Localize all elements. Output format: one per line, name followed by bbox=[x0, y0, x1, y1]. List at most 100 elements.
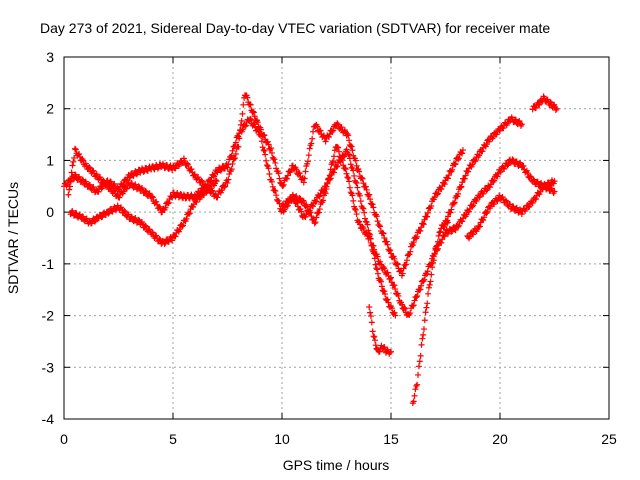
series-track-g bbox=[442, 114, 525, 225]
data-point bbox=[472, 157, 479, 164]
series-track-c bbox=[67, 177, 220, 247]
data-point bbox=[372, 261, 379, 268]
data-point bbox=[388, 348, 394, 355]
data-point bbox=[385, 299, 392, 306]
data-point bbox=[480, 190, 487, 197]
y-tick-label: 0 bbox=[46, 204, 54, 220]
data-point bbox=[400, 265, 407, 272]
data-point bbox=[317, 127, 324, 134]
data-point bbox=[473, 198, 480, 205]
x-tick-label: 20 bbox=[492, 431, 508, 447]
data-point bbox=[268, 149, 275, 156]
data-point bbox=[296, 170, 303, 177]
data-point bbox=[377, 258, 384, 265]
data-point bbox=[423, 304, 430, 311]
data-point bbox=[441, 223, 448, 230]
data-point bbox=[455, 223, 462, 230]
data-point bbox=[190, 204, 197, 211]
data-point bbox=[424, 209, 431, 216]
data-point bbox=[526, 203, 533, 210]
data-point bbox=[135, 216, 142, 223]
data-point bbox=[445, 172, 452, 179]
data-point bbox=[391, 255, 398, 262]
data-point bbox=[369, 201, 376, 208]
data-point bbox=[384, 269, 391, 276]
data-point bbox=[361, 209, 368, 216]
data-point bbox=[457, 184, 464, 191]
y-tick-label: -4 bbox=[42, 411, 55, 427]
data-point bbox=[362, 215, 369, 222]
data-point bbox=[380, 230, 387, 237]
data-point bbox=[266, 171, 273, 178]
data-point bbox=[265, 165, 272, 172]
data-point bbox=[373, 265, 380, 272]
data-point bbox=[212, 177, 219, 184]
data-point bbox=[513, 158, 520, 165]
data-point bbox=[229, 147, 236, 154]
data-point bbox=[354, 184, 361, 191]
data-point bbox=[470, 231, 477, 238]
data-point bbox=[421, 276, 428, 283]
data-point bbox=[330, 153, 337, 160]
data-point bbox=[331, 147, 338, 154]
data-point bbox=[532, 104, 539, 111]
data-point bbox=[438, 239, 445, 246]
y-tick-label: 3 bbox=[46, 49, 54, 65]
data-point bbox=[313, 214, 320, 221]
x-tick-label: 15 bbox=[383, 431, 399, 447]
data-point bbox=[250, 108, 257, 115]
data-point bbox=[224, 179, 231, 186]
data-point bbox=[301, 175, 308, 182]
data-point bbox=[413, 382, 420, 389]
data-point bbox=[369, 328, 376, 335]
data-point bbox=[305, 152, 312, 159]
data-point bbox=[428, 271, 435, 278]
data-point bbox=[387, 247, 394, 254]
data-point bbox=[452, 227, 459, 234]
data-point bbox=[126, 174, 133, 181]
data-point bbox=[428, 202, 435, 209]
data-point bbox=[176, 226, 183, 233]
data-point bbox=[67, 177, 74, 184]
data-point bbox=[279, 183, 286, 190]
data-point bbox=[465, 208, 472, 215]
data-point bbox=[262, 151, 269, 158]
data-point bbox=[509, 156, 516, 163]
data-point bbox=[476, 223, 483, 230]
data-point bbox=[165, 199, 172, 206]
data-point bbox=[247, 116, 254, 123]
data-point bbox=[455, 222, 462, 229]
data-point bbox=[388, 274, 394, 281]
data-point bbox=[401, 304, 408, 311]
data-point bbox=[415, 371, 422, 378]
data-point bbox=[367, 196, 374, 203]
data-point bbox=[436, 229, 443, 236]
data-point bbox=[518, 121, 525, 128]
data-point bbox=[411, 297, 418, 304]
data-point bbox=[188, 166, 195, 173]
data-point bbox=[381, 288, 388, 295]
x-tick-label: 5 bbox=[169, 431, 177, 447]
data-point bbox=[406, 251, 413, 258]
data-point bbox=[447, 209, 454, 216]
data-point bbox=[66, 183, 73, 190]
data-point bbox=[434, 242, 441, 249]
data-point bbox=[324, 180, 331, 187]
data-point bbox=[346, 151, 353, 158]
data-point bbox=[86, 164, 93, 171]
data-point bbox=[469, 161, 476, 168]
data-point bbox=[388, 305, 395, 312]
data-point bbox=[373, 213, 380, 220]
data-point bbox=[172, 165, 179, 172]
data-point bbox=[387, 275, 394, 282]
data-point bbox=[165, 238, 172, 245]
data-point bbox=[376, 348, 383, 355]
data-point bbox=[536, 101, 543, 108]
data-point bbox=[251, 113, 258, 120]
data-point bbox=[504, 162, 511, 169]
data-point bbox=[226, 171, 233, 178]
data-point bbox=[214, 169, 221, 176]
data-point bbox=[310, 203, 317, 210]
data-point bbox=[265, 141, 272, 148]
